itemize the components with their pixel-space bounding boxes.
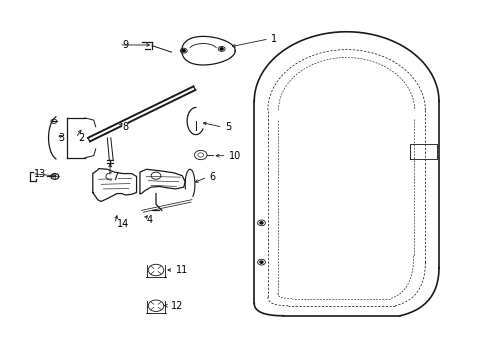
Text: 4: 4 xyxy=(146,215,152,225)
Text: 11: 11 xyxy=(175,265,187,275)
Circle shape xyxy=(182,50,185,52)
Circle shape xyxy=(220,48,223,50)
Text: 2: 2 xyxy=(78,133,84,143)
Text: 13: 13 xyxy=(34,168,47,179)
Circle shape xyxy=(260,261,263,263)
Text: 10: 10 xyxy=(228,151,241,161)
Text: 12: 12 xyxy=(170,301,183,311)
Text: 9: 9 xyxy=(122,40,128,50)
Text: 1: 1 xyxy=(271,34,277,44)
Text: 14: 14 xyxy=(117,219,129,229)
Text: 6: 6 xyxy=(209,172,215,182)
Text: 7: 7 xyxy=(112,172,118,182)
Text: 8: 8 xyxy=(122,122,128,132)
Text: 5: 5 xyxy=(224,122,231,132)
Circle shape xyxy=(260,222,263,224)
Text: 3: 3 xyxy=(59,133,65,143)
